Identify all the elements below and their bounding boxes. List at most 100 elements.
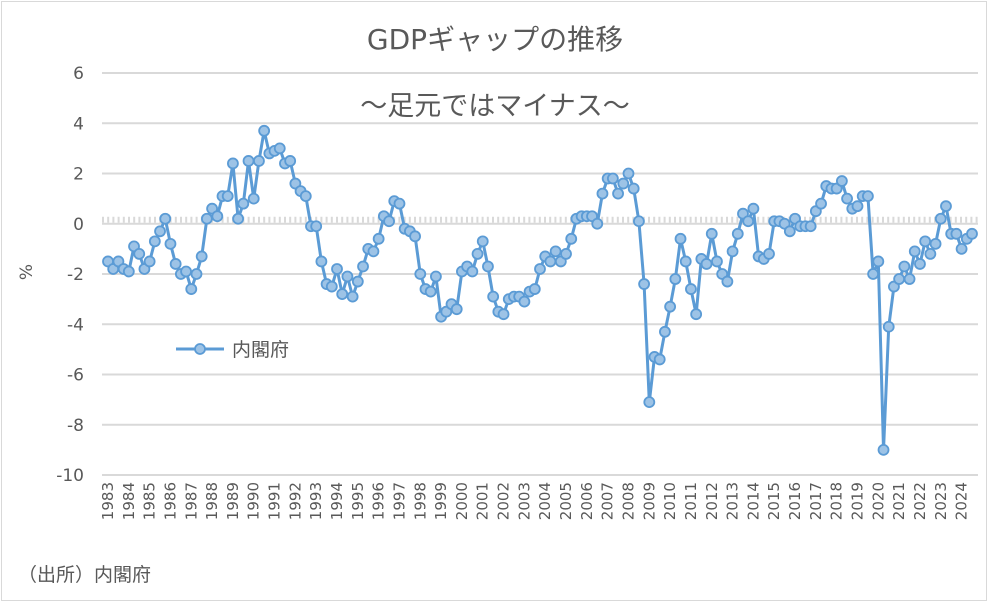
- data-point: [195, 250, 208, 263]
- data-point: [815, 197, 827, 210]
- data-point: [528, 283, 541, 295]
- x-tick-label: 2003: [515, 482, 533, 520]
- x-tick-label: 1996: [370, 482, 388, 520]
- data-point: [669, 273, 682, 285]
- data-point: [612, 187, 624, 200]
- data-point: [955, 242, 968, 255]
- data-point: [638, 278, 650, 290]
- data-point: [898, 260, 911, 273]
- data-point: [903, 273, 916, 285]
- data-point: [872, 255, 885, 268]
- data-point: [346, 290, 359, 303]
- x-tick-label: 1999: [432, 482, 450, 520]
- y-tick-label: 0: [73, 215, 84, 235]
- data-point: [622, 167, 635, 180]
- data-point: [200, 212, 213, 225]
- legend-marker: [194, 343, 206, 355]
- data-point: [643, 396, 656, 409]
- y-tick-label: -8: [67, 416, 84, 436]
- data-point: [783, 225, 796, 238]
- data-point: [232, 212, 245, 225]
- data-point: [185, 283, 198, 295]
- data-point: [862, 190, 874, 203]
- data-point: [534, 263, 546, 275]
- data-point: [841, 192, 853, 205]
- chart-subtitle: ～足元ではマイナス～: [360, 91, 630, 122]
- x-tick-label: 2010: [661, 482, 679, 520]
- data-point: [341, 270, 354, 283]
- data-point: [596, 187, 609, 200]
- y-axis-label: %: [17, 264, 37, 280]
- data-point: [914, 258, 926, 270]
- data-point: [544, 255, 557, 268]
- data-point: [908, 245, 921, 258]
- x-tick-label: 2008: [619, 482, 637, 520]
- x-tick-label: 1983: [99, 482, 117, 520]
- data-point: [383, 215, 395, 228]
- x-tick-label: 1987: [182, 482, 200, 520]
- data-point: [560, 247, 572, 260]
- data-point: [164, 237, 177, 250]
- data-point: [450, 303, 463, 316]
- data-point: [877, 443, 890, 456]
- data-point: [882, 320, 895, 333]
- x-tick-label: 2019: [848, 482, 866, 520]
- data-point: [476, 235, 489, 248]
- data-point: [705, 227, 718, 240]
- data-point: [247, 192, 260, 205]
- x-tick-label: 1991: [266, 482, 284, 520]
- x-tick-label: 2015: [765, 482, 783, 520]
- x-tick-label: 2006: [578, 482, 596, 520]
- chart-title: GDPギャップの推移: [366, 23, 624, 56]
- legend-label: 内閣府: [232, 339, 289, 361]
- data-point: [299, 190, 312, 203]
- data-point: [367, 245, 380, 258]
- data-point: [763, 247, 775, 260]
- x-tick-label: 1988: [203, 482, 221, 520]
- data-point: [497, 308, 510, 321]
- x-tick-label: 2012: [703, 482, 721, 520]
- y-tick-label: 2: [73, 165, 84, 185]
- data-point: [653, 353, 666, 366]
- data-point: [409, 230, 421, 243]
- x-tick-label: 2017: [807, 482, 825, 520]
- x-tick-label: 2011: [682, 482, 700, 520]
- data-point: [565, 232, 578, 245]
- data-point: [659, 325, 671, 338]
- data-point: [471, 247, 484, 260]
- x-tick-label: 1995: [349, 482, 367, 520]
- x-tick-label: 2021: [890, 482, 908, 520]
- data-point: [487, 290, 500, 303]
- data-point: [606, 172, 619, 185]
- x-tick-label: 2018: [828, 482, 846, 520]
- x-tick-label: 1992: [286, 482, 304, 520]
- x-tick-label: 2004: [536, 482, 554, 520]
- x-tick-label: 2009: [640, 482, 658, 520]
- data-point: [414, 268, 427, 280]
- y-tick-label: -6: [67, 366, 84, 386]
- data-point: [679, 255, 692, 268]
- data-point: [351, 275, 364, 288]
- data-point: [325, 280, 338, 293]
- data-point: [674, 232, 687, 245]
- data-point: [721, 275, 734, 288]
- data-point: [835, 175, 848, 187]
- data-point: [133, 247, 146, 260]
- data-point: [315, 255, 328, 268]
- x-tick-label: 1993: [307, 482, 325, 520]
- data-point: [919, 235, 932, 248]
- data-point: [336, 288, 349, 301]
- data-point: [804, 220, 817, 233]
- data-point: [227, 157, 239, 170]
- data-point: [966, 227, 978, 240]
- data-point: [169, 258, 182, 270]
- data-point: [893, 273, 906, 285]
- data-point: [940, 200, 952, 213]
- data-point: [424, 285, 437, 298]
- data-point: [632, 215, 645, 228]
- x-tick-label: 2005: [557, 482, 575, 520]
- data-point: [180, 265, 192, 278]
- x-tick-label: 1989: [224, 482, 242, 520]
- data-point: [310, 220, 323, 233]
- data-point: [711, 255, 723, 268]
